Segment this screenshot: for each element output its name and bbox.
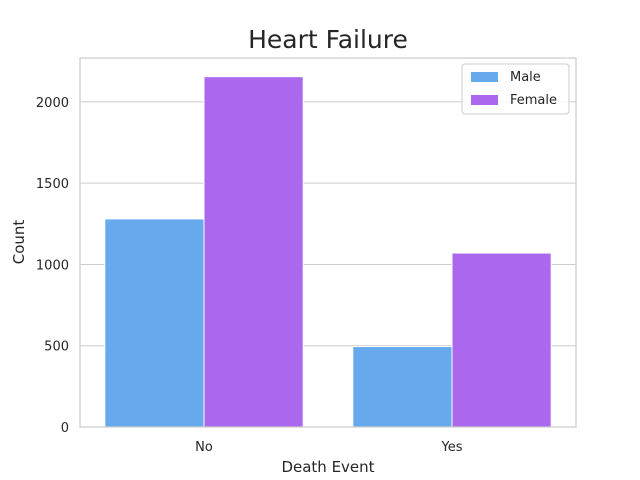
x-tick-label-yes: Yes bbox=[441, 440, 463, 455]
legend-swatch-male bbox=[471, 72, 498, 82]
legend-label-male: Male bbox=[510, 70, 541, 85]
bar-female-yes bbox=[451, 252, 552, 428]
bar-male-yes bbox=[352, 346, 453, 428]
x-axis-label: Death Event bbox=[281, 458, 374, 476]
x-tick-labels: No Yes bbox=[195, 440, 463, 455]
y-tick-label-1000: 1000 bbox=[36, 258, 69, 273]
y-tick-labels: 0 500 1000 1500 2000 bbox=[36, 96, 69, 436]
y-tick-label-1500: 1500 bbox=[36, 177, 69, 192]
y-axis-label: Count bbox=[10, 220, 28, 265]
y-tick-label-0: 0 bbox=[61, 421, 69, 436]
plot-frame bbox=[79, 57, 577, 428]
chart-title: Heart Failure bbox=[248, 25, 408, 54]
bars bbox=[104, 76, 552, 428]
x-tick-label-no: No bbox=[195, 440, 213, 455]
bar-male-no bbox=[104, 218, 205, 428]
bar-female-no bbox=[203, 76, 304, 428]
legend-label-female: Female bbox=[510, 93, 557, 108]
legend-swatch-female bbox=[471, 95, 498, 105]
legend: Male Female bbox=[461, 63, 570, 115]
y-tick-label-500: 500 bbox=[44, 340, 69, 355]
y-tick-label-2000: 2000 bbox=[36, 96, 69, 111]
